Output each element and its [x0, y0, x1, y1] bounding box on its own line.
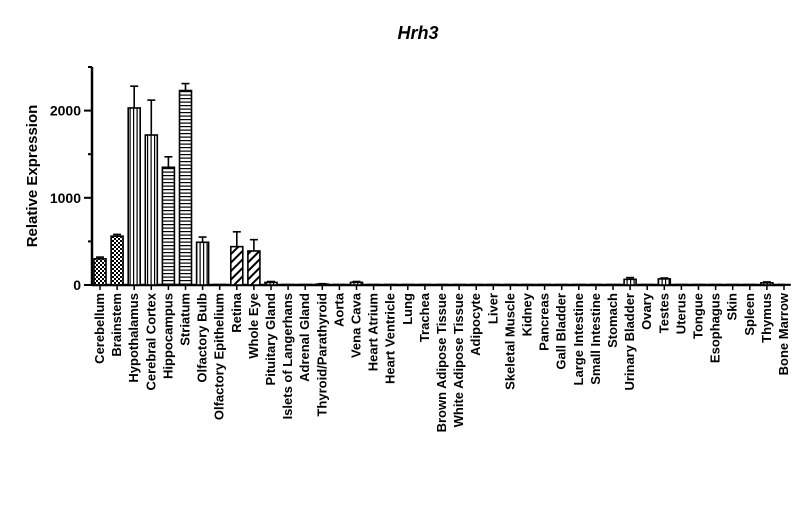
bar	[623, 278, 637, 286]
x-tick-label: Spleen	[742, 293, 757, 336]
x-tick-label: Ovary	[639, 292, 654, 330]
bar	[400, 283, 415, 286]
x-tick-label: Skeletal Muscle	[502, 293, 517, 390]
bar	[366, 283, 381, 286]
bar	[486, 283, 501, 286]
x-tick-label: Bone Marrow	[776, 292, 791, 375]
y-tick-label: 2000	[50, 103, 81, 119]
chart-title: Hrh3	[397, 23, 438, 43]
x-tick-label: Trachea	[417, 292, 432, 342]
bars	[93, 82, 791, 286]
x-tick-label: Heart Ventricle	[383, 293, 398, 384]
x-tick-label: Adrenal Gland	[297, 293, 312, 382]
axes: 0 1000 2000	[50, 66, 785, 293]
bar	[657, 278, 672, 286]
x-tick-label: White Adipose Tissue	[451, 293, 466, 427]
bar	[554, 283, 569, 286]
bar	[110, 235, 124, 286]
x-tick-label: Liver	[485, 293, 500, 324]
bar	[161, 166, 176, 286]
x-tick-label: Testes	[656, 293, 671, 333]
bar	[469, 283, 484, 286]
bar	[212, 283, 227, 286]
x-tick-label: Small Intestine	[588, 293, 603, 385]
bar	[195, 241, 210, 286]
x-tick-label: Stomach	[605, 293, 620, 348]
bar	[571, 283, 586, 286]
x-tick-label: Brainstem	[109, 293, 124, 357]
x-tick-label: Adipocyte	[468, 293, 483, 356]
x-tick-label: Pancreas	[537, 293, 552, 351]
bar	[383, 283, 398, 286]
bar	[452, 283, 466, 286]
bar	[127, 107, 141, 286]
bar	[230, 245, 244, 286]
bar	[640, 283, 655, 286]
y-axis-label: Relative Expression	[24, 105, 41, 248]
x-tick-label: Vena Cava	[349, 292, 364, 358]
x-tick-label: Thyroid/Parathyroid	[314, 293, 329, 417]
x-tick-label: Islets of Langerhans	[280, 293, 295, 419]
x-tick-label: Aorta	[331, 292, 346, 327]
x-tick-label: Whole Eye	[246, 293, 261, 359]
x-tick-label: Uterus	[673, 293, 688, 334]
x-tick-label: Tongue	[691, 293, 706, 339]
x-tick-label: Cerebral Cortex	[143, 292, 158, 390]
bar	[264, 281, 278, 286]
x-tick-label: Olfactory Epithelium	[212, 293, 227, 420]
x-tick-label: Esophagus	[708, 293, 723, 363]
bar	[691, 283, 706, 286]
bar	[435, 283, 449, 286]
bar	[674, 283, 689, 286]
y-tick-label: 1000	[50, 190, 81, 206]
bar	[537, 283, 552, 286]
x-tick-label: Skin	[725, 293, 740, 321]
x-tick-label: Kidney	[520, 292, 535, 336]
bar	[144, 134, 159, 286]
y-tick-label: 0	[73, 277, 81, 293]
x-tick-label: Pituitary Gland	[263, 293, 278, 386]
x-tick-label: Thymus	[759, 293, 774, 343]
bar	[93, 258, 107, 286]
bar	[332, 283, 347, 286]
bar	[418, 283, 432, 286]
x-tick-label: Hippocampus	[160, 293, 175, 379]
x-tick-labels: Cerebellum Brainstem Hypothalamus Cerebral …	[92, 292, 791, 432]
x-tick-label: Striatum	[178, 293, 193, 346]
x-tick-label: Cerebellum	[92, 293, 107, 364]
bar	[589, 283, 603, 286]
x-tick-label: Retina	[229, 292, 244, 333]
bar	[247, 250, 261, 286]
bar	[760, 282, 774, 286]
x-tick-label: Large Intestine	[571, 293, 586, 385]
bar	[777, 283, 791, 286]
x-tick-label: Urinary Bladder	[622, 293, 637, 391]
bar	[725, 283, 740, 286]
bar	[742, 283, 757, 286]
x-tick-label: Olfactory Bulb	[195, 293, 210, 383]
x-tick-label: Lung	[400, 293, 415, 325]
x-tick-label: Gall Bladder	[554, 293, 569, 370]
bar	[281, 283, 295, 286]
x-tick-label: Hypothalamus	[126, 293, 141, 383]
x-tick-label: Heart Atrium	[366, 293, 381, 371]
bar	[606, 283, 620, 286]
x-tick-label: Brown Adipose Tissue	[434, 293, 449, 432]
bar	[298, 283, 313, 286]
bar	[178, 89, 193, 286]
bar	[503, 283, 518, 286]
bar	[708, 283, 723, 286]
bar	[349, 281, 364, 286]
bar	[520, 283, 535, 286]
